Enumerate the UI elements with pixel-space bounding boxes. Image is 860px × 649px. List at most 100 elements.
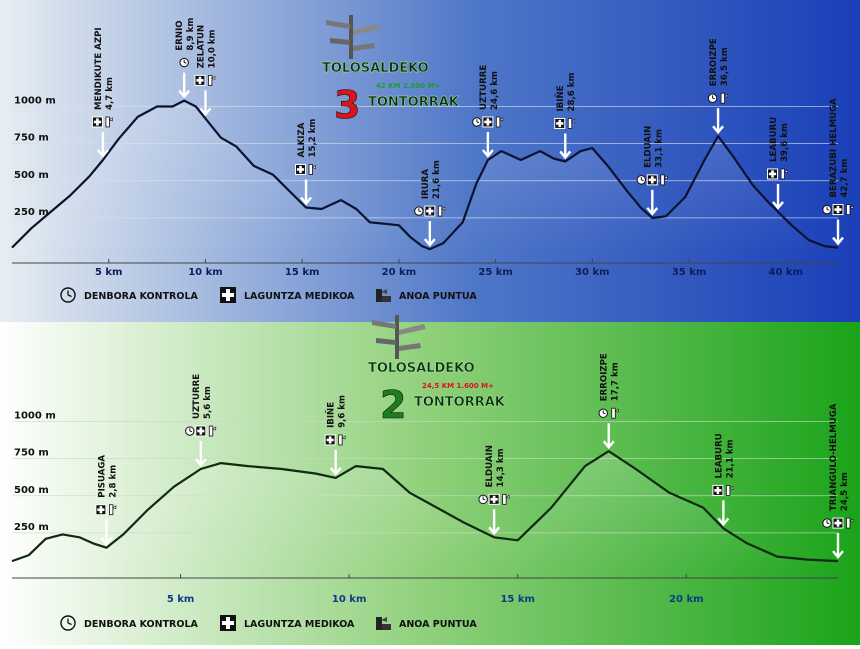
y-tick-label: 250 m (14, 522, 49, 533)
medical-cross-icon (832, 204, 844, 216)
arrow-head (423, 238, 436, 247)
checkpoint-distance: 2,8 km (108, 465, 118, 498)
x-tick-label: 5 km (167, 594, 195, 605)
checkpoint-marker: ERROIZPE 17,7 km (598, 353, 621, 450)
y-tick-label: 1000 m (14, 96, 56, 107)
checkpoint-marker: ELDUAIN 14,3 km (478, 445, 510, 536)
logo-subtitle: 24,5 KM 1.600 M+ (422, 382, 494, 390)
arrow-head (481, 149, 494, 158)
arrow-head (178, 89, 191, 99)
legend-label: DENBORA KONTROLA (84, 619, 199, 630)
signpost-icon (326, 15, 380, 59)
checkpoint-name: LEABURU (769, 117, 779, 162)
checkpoint-distance: 36,5 km (720, 47, 730, 86)
arrow-head (194, 458, 207, 467)
checkpoint-marker: UZTURRE 5,6 km (185, 374, 217, 467)
checkpoint-distance: 24,6 km (490, 71, 500, 110)
medical-cross-icon (95, 504, 107, 516)
x-tick-label: 20 km (382, 267, 416, 278)
checkpoint-distance: 10,0 km (207, 29, 217, 68)
checkpoint-marker: ELDUAIN 33,1 km (636, 126, 668, 216)
food-supply-icon (208, 425, 217, 437)
elevation-area (12, 100, 838, 255)
legend-item: DENBORA KONTROLA (60, 287, 199, 303)
checkpoint-marker: ZELATUN 10,0 km (194, 25, 217, 117)
arrow-head (646, 207, 659, 216)
checkpoint-marker: ALKIZA 15,2 km (295, 119, 318, 206)
arrow-head (100, 536, 113, 546)
checkpoint-name: BERAZUBI HELMUGA (829, 98, 839, 198)
logo-title-bottom: TONTORRAK (414, 395, 506, 410)
checkpoint-name: ALKIZA (297, 122, 307, 157)
medical-cross-icon (832, 517, 844, 529)
arrow-head (488, 526, 501, 536)
checkpoint-marker: BERAZUBI HELMUGA 42,7 km (822, 98, 854, 246)
medical-cross-icon (91, 116, 103, 128)
food-supply-icon (725, 485, 734, 496)
checkpoint-distance: 9,6 km (338, 395, 348, 428)
checkpoint-distance: 21,6 km (432, 160, 442, 199)
arrow-head (300, 196, 312, 206)
checkpoint-distance: 39,6 km (780, 123, 790, 162)
clock-icon (478, 494, 488, 505)
medical-cross-icon (220, 287, 236, 303)
medical-cross-icon (194, 74, 206, 86)
legend-item: DENBORA KONTROLA (60, 615, 199, 631)
event-logo: TOLOSALDEKO 3 42 KM 2.000 M+ TONTORRAK (322, 15, 460, 127)
checkpoint-marker: LEABURU 21,1 km (712, 433, 735, 527)
arrow-head (329, 467, 342, 476)
clock-icon (636, 175, 646, 185)
legend-label: DENBORA KONTROLA (84, 291, 199, 302)
logo-subtitle: 42 KM 2.000 M+ (376, 82, 441, 90)
food-supply-icon (105, 116, 113, 128)
food-supply-icon (495, 116, 504, 128)
checkpoint-marker: UZTURRE 24,6 km (472, 65, 504, 158)
legend: DENBORA KONTROLA LAGUNTZA MEDIKOA ANOA PUN… (60, 287, 477, 303)
checkpoint-marker: IRURA 21,6 km (414, 160, 446, 247)
medical-cross-icon (482, 116, 494, 128)
checkpoint-distance: 24,5 km (840, 472, 850, 511)
checkpoint-distance: 17,7 km (611, 362, 621, 401)
arrow-head (832, 550, 844, 559)
checkpoint-marker: ERNIO 8,9 km (175, 18, 196, 99)
profile-panel-3-tontorrak: 1000 m 750 m 500 m 250 m 5 km 10 km 15 km 20 km… (0, 0, 860, 322)
checkpoint-name: UZTURRE (479, 65, 489, 110)
clock-icon (598, 408, 608, 418)
x-tick-label: 10 km (332, 594, 366, 605)
y-tick-label: 1000 m (14, 411, 56, 422)
x-tick-label: 40 km (769, 267, 803, 278)
clock-icon (185, 426, 195, 436)
legend-item: LAGUNTZA MEDIKOA (220, 615, 355, 631)
food-supply-icon (846, 204, 854, 215)
arrow-head (832, 236, 844, 246)
legend-label: ANOA PUNTUA (399, 619, 477, 630)
food-supply-icon (660, 174, 668, 186)
checkpoint-marker: IBIÑE 9,6 km (324, 395, 348, 476)
food-supply-icon (208, 74, 216, 86)
checkpoint-name: ELDUAIN (485, 445, 495, 487)
medical-cross-icon (712, 484, 724, 496)
arrow-head (602, 440, 615, 450)
checkpoint-distance: 5,6 km (203, 386, 213, 419)
checkpoint-marker: LEABURU 39,6 km (767, 117, 790, 210)
checkpoint-name: IBIÑE (555, 85, 566, 111)
medical-cross-icon (488, 493, 500, 505)
logo-title-top: TOLOSALDEKO (322, 61, 429, 76)
legend-item: ANOA PUNTUA (376, 617, 477, 630)
legend-item: ANOA PUNTUA (376, 289, 477, 302)
event-logo: TOLOSALDEKO 2 24,5 KM 1.600 M+ TONTORRAK (368, 315, 506, 427)
legend-label: LAGUNTZA MEDIKOA (244, 619, 355, 630)
legend: DENBORA KONTROLA LAGUNTZA MEDIKOA ANOA PUN… (60, 615, 477, 631)
clock-icon (707, 93, 718, 103)
clock-icon (822, 204, 832, 215)
checkpoint-distance: 8,9 km (186, 18, 196, 51)
medical-cross-icon (554, 117, 566, 129)
clock-icon (414, 206, 424, 216)
clock-icon (472, 117, 482, 127)
clock-icon (60, 615, 76, 631)
checkpoint-name: UZTURRE (192, 374, 202, 419)
checkpoint-distance: 15,2 km (308, 119, 318, 158)
arrow-head (96, 149, 109, 158)
signpost-icon (372, 315, 426, 359)
